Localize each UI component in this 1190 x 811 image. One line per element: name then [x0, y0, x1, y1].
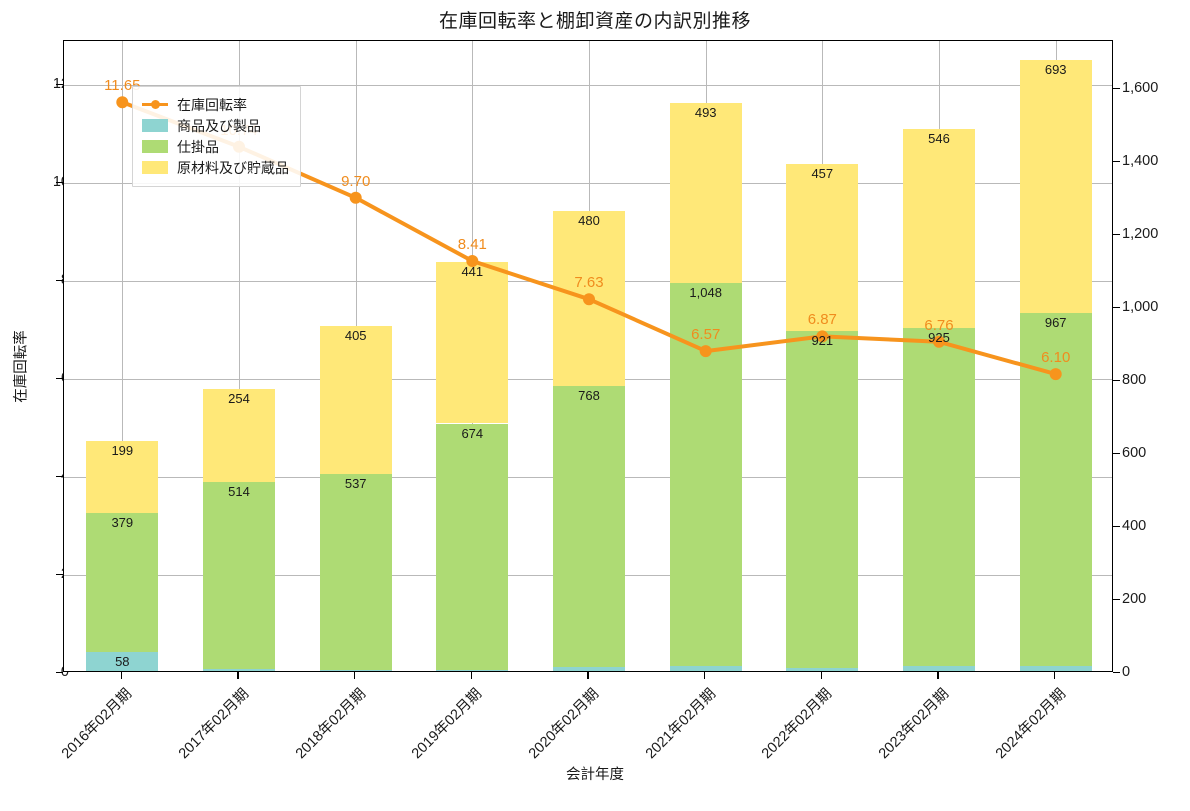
bar-segment[interactable] [86, 440, 159, 514]
y-axis-right-tick-mark [1113, 306, 1120, 309]
bar-segment[interactable] [319, 473, 392, 671]
legend-line-marker-icon [142, 98, 168, 111]
x-axis-tick-mark [237, 672, 239, 679]
y-axis-right-tick-mark [1113, 233, 1120, 235]
bar-segment[interactable] [902, 328, 976, 666]
y-axis-right-tick-label: 0 [1122, 664, 1131, 680]
x-axis-tick-mark [704, 672, 706, 679]
x-axis-tick-mark [120, 672, 122, 679]
bar-segment[interactable] [86, 513, 159, 652]
x-axis-tick-label: 2024年02月期 [992, 685, 1069, 763]
y-axis-left-tick-mark [56, 476, 63, 478]
legend-item-label: 商品及び製品 [177, 117, 261, 134]
bar-segment[interactable] [319, 325, 392, 474]
legend-item-label: 仕掛品 [177, 138, 219, 155]
bar-segment[interactable] [902, 666, 976, 671]
y-axis-left-tick-mark [56, 378, 63, 380]
chart-legend: 在庫回転率商品及び製品 仕掛品原材料及び貯蔵品 [132, 86, 301, 187]
legend-color-swatch [142, 161, 168, 174]
bar-segment[interactable] [786, 667, 859, 671]
x-axis-tick-label: 2018年02月期 [292, 685, 369, 763]
y-axis-right-tick-label: 600 [1122, 444, 1147, 461]
bar-segment[interactable] [1019, 60, 1092, 314]
legend-color-swatch [142, 140, 168, 153]
y-axis-right-tick-mark [1113, 87, 1120, 89]
line-marker[interactable] [933, 335, 945, 348]
y-axis-right-tick-label: 1,400 [1122, 152, 1159, 169]
x-axis-tick-mark [820, 672, 822, 679]
y-axis-right-tick-mark [1113, 452, 1120, 455]
line-marker[interactable] [466, 255, 479, 267]
y-axis-left-tick-label: 0 [60, 664, 69, 680]
x-axis-tick-label: 2023年02月期 [875, 685, 953, 763]
y-axis-right-tick-mark [1113, 598, 1120, 601]
x-axis-tick-label: 2016年02月期 [59, 685, 136, 763]
legend-item-label: 原材料及び貯蔵品 [177, 159, 289, 176]
bar-segment[interactable] [202, 481, 276, 670]
legend-item-label: 在庫回転率 [177, 96, 247, 113]
y-axis-right-tick-label: 200 [1122, 590, 1147, 607]
gridline-vertical [239, 41, 240, 671]
y-axis-right-tick-label: 400 [1122, 517, 1147, 534]
line-marker[interactable] [349, 191, 362, 204]
bar-segment[interactable] [202, 388, 276, 482]
line-marker[interactable] [1049, 368, 1062, 381]
chart-root: 在庫回転率と棚卸資産の内訳別推移 在庫回転率 棚卸資産（百万円） 会計年度 02… [13, 11, 1159, 783]
bar-segment[interactable] [436, 423, 509, 670]
x-axis-tick-label: 2019年02月期 [409, 685, 486, 763]
y-axis-left-tick-mark [56, 182, 63, 184]
bar-segment[interactable] [202, 669, 276, 671]
bar-segment[interactable] [786, 164, 859, 332]
y-axis-right-tick-label: 800 [1122, 371, 1147, 388]
y-axis-right-tick-mark [1113, 379, 1120, 382]
bar-segment[interactable] [902, 128, 976, 329]
y-axis-right-tick-label: 1,600 [1122, 79, 1159, 96]
x-axis-tick-label: 2022年02月期 [759, 685, 836, 763]
bar-segment[interactable] [1019, 666, 1092, 671]
bar-segment[interactable] [86, 651, 159, 671]
bar-segment[interactable] [669, 665, 742, 671]
legend-item[interactable]: 商品及び製品 [142, 115, 289, 136]
x-axis-tick-mark [1054, 672, 1056, 679]
y-axis-right-tick-mark [1113, 672, 1120, 674]
gridline-horizontal [64, 85, 1112, 87]
x-axis-label: 会計年度 [566, 767, 624, 783]
x-axis-tick-label: 2021年02月期 [642, 685, 719, 763]
line-marker[interactable] [699, 345, 712, 358]
y-axis-right-tick-label: 1,000 [1122, 298, 1159, 315]
bar-segment[interactable] [552, 666, 626, 671]
bar-segment[interactable] [669, 102, 742, 283]
bar-segment[interactable] [436, 669, 509, 671]
bar-segment[interactable] [319, 670, 392, 671]
y-axis-left-label: 在庫回転率 [13, 330, 30, 403]
y-axis-left-tick-mark [56, 84, 63, 86]
plot-area: 58108917201519183795145376747681,0489219… [63, 40, 1113, 672]
y-axis-right-tick-mark [1113, 160, 1120, 162]
x-axis-tick-mark [354, 672, 356, 679]
line-marker[interactable] [116, 96, 129, 109]
gridline-horizontal [64, 183, 1112, 185]
y-axis-left-tick-mark [56, 280, 63, 282]
bar-segment[interactable] [786, 331, 859, 668]
y-axis-right-tick-label: 1,200 [1122, 225, 1159, 242]
y-axis-left-tick-mark [56, 672, 63, 674]
line-marker[interactable] [816, 330, 829, 343]
gridline-vertical [122, 41, 124, 671]
y-axis-left-tick-mark [56, 574, 63, 576]
x-axis-tick-mark [470, 672, 472, 679]
page-title: 在庫回転率と棚卸資産の内訳別推移 [438, 11, 751, 32]
legend-item[interactable]: 原材料及び貯蔵品 [142, 157, 289, 178]
x-axis-tick-mark [937, 672, 939, 679]
legend-color-swatch [142, 119, 168, 132]
x-axis-tick-mark [587, 672, 589, 679]
x-axis-tick-label: 2017年02月期 [175, 685, 253, 763]
legend-item[interactable]: 在庫回転率 [142, 94, 289, 115]
bar-segment[interactable] [552, 386, 626, 667]
legend-item[interactable]: 仕掛品 [142, 136, 289, 157]
y-axis-right-tick-mark [1113, 525, 1120, 528]
line-marker[interactable] [583, 293, 595, 306]
x-axis-tick-label: 2020年02月期 [525, 685, 603, 763]
bar-segment[interactable] [436, 262, 509, 424]
